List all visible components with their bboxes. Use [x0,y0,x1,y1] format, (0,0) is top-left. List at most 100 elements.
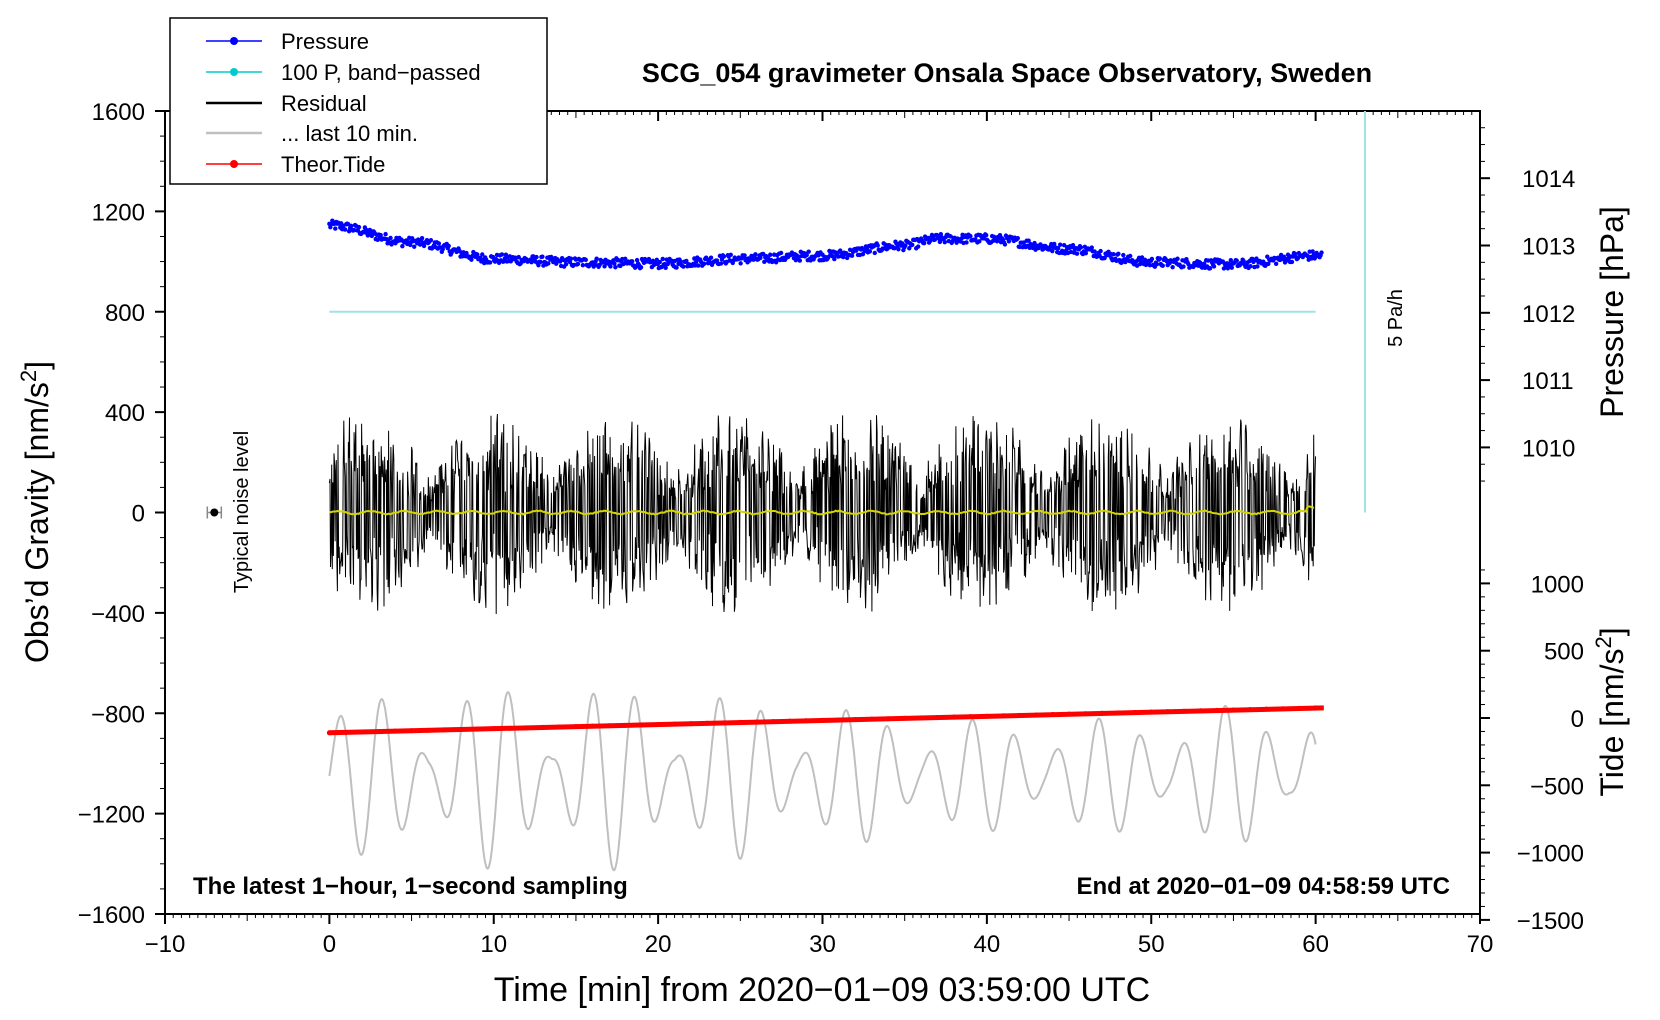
x-tick-label: 30 [809,931,836,958]
tide-point [1050,712,1056,718]
tide-point [836,717,842,723]
pressure-point [1154,261,1160,267]
pressure-point [1255,264,1260,269]
pressure-point [1266,261,1271,267]
tide-point [1115,710,1121,716]
tide-point [359,729,365,735]
legend-label: Pressure [281,29,369,54]
pressure-point [333,226,338,231]
tide-point [1181,708,1187,714]
pressure-point [342,227,348,232]
y-left-tick-label: 1600 [92,99,145,126]
y-left-tick-label: −400 [91,601,145,628]
tide-point [852,717,858,723]
tide-point [1214,707,1220,713]
noise-level-marker [206,506,223,519]
pressure-point [1015,236,1020,241]
pressure-point [832,256,837,262]
tide-point [1066,711,1072,717]
pressure-point [1002,242,1008,247]
tide-point [1313,705,1319,711]
pressure-point [1111,252,1116,257]
pressure-point [937,239,943,245]
pressure-point [984,232,989,238]
pressure-point [804,252,809,258]
pressure-point [742,253,747,258]
legend-box [169,17,548,185]
rate-label: 5 Pa/h [1385,289,1407,347]
pressure-point [758,255,763,261]
legend-label: 100 P, band−passed [281,60,481,85]
pressure-point [487,260,493,265]
pressure-point [516,254,521,260]
x-tick-label: 70 [1467,931,1494,958]
pressure-point [538,259,543,265]
pressure-point [663,265,668,270]
pressure-point [1207,266,1213,271]
pressure-point [1289,259,1295,265]
tide-point [441,727,447,733]
pressure-point [1052,241,1057,247]
y-axis-tide-ticks: 1000 500 0 −500 −1000 −1500 [1480,569,1584,935]
pressure-point [499,252,505,257]
pressure-point [1128,253,1133,259]
tide-point [343,729,349,735]
tide-point [1083,711,1088,717]
x-tick-label: 0 [323,931,336,958]
pressure-point [1056,246,1061,251]
pressure-point [1149,256,1155,262]
tide-point [704,720,710,726]
tide-point [1280,706,1286,712]
legend-swatch-dot [230,37,238,45]
pressure-point [446,243,451,249]
y-axis-left-label-end: ] [19,361,55,370]
chart-title: SCG_054 gravimeter Onsala Space Observat… [642,58,1372,88]
filtered-residual-line [329,505,1315,516]
pressure-point [1078,245,1084,250]
pressure-point [1032,240,1037,246]
last-10-min-series [328,691,1317,872]
noise-level-label: Typical noise level [231,431,253,593]
pressure-point [580,262,586,268]
tide-point [1230,707,1236,713]
pressure-point [583,257,588,263]
tide-point [1033,712,1039,718]
legend: Pressure 100 P, band−passed Residual ... la… [169,17,548,185]
pressure-point [464,250,469,256]
legend-items: Pressure 100 P, band−passed Residual ... la… [206,29,481,177]
sampling-note: The latest 1−hour, 1−second sampling [193,873,628,900]
pressure-point [657,259,662,265]
tide-point [392,728,398,734]
pressure-point [1083,251,1089,256]
tide-point [589,723,595,729]
pressure-point [613,265,618,270]
pressure-point [841,254,846,260]
pressure-point [1157,256,1162,261]
tide-point [803,718,809,724]
tide-point [967,714,973,720]
tide-point [721,720,727,726]
last-10-min-line [328,691,1317,872]
tide-point [885,716,891,722]
tide-point [1000,713,1006,719]
y-pressure-tick-label: 1013 [1522,234,1575,261]
pressure-point [612,261,617,266]
tide-point [458,726,464,732]
residual-series [328,413,1316,615]
y-axis-tide-label-sup: 2 [1591,636,1616,648]
pressure-point [1089,245,1094,250]
pressure-point [534,254,539,260]
pressure-point [875,243,880,248]
residual-filtered-series [329,505,1315,516]
pressure-point [1139,255,1145,260]
pressure-point [728,252,733,257]
pressure-point [1006,239,1012,244]
tide-point [1148,709,1154,715]
pressure-point [778,250,784,256]
pressure-point [1026,238,1031,243]
pressure-point [1310,249,1315,254]
pressure-point [629,259,635,264]
tide-point [1263,706,1269,712]
legend-swatch-dot [230,160,238,168]
y-left-tick-label: −1600 [78,902,145,929]
